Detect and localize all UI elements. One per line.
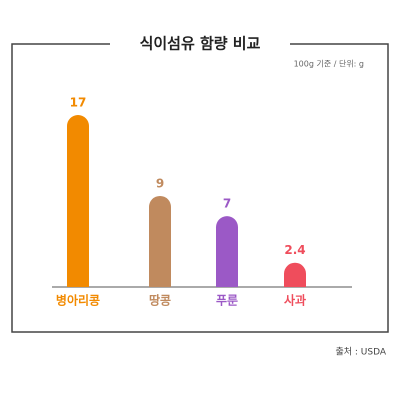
bar: [149, 195, 171, 287]
bar: [216, 216, 238, 287]
title-gap: [110, 34, 290, 54]
value-label: 2.4: [284, 243, 305, 257]
x-tick-label: 사과: [284, 293, 306, 308]
chart-title: 식이섬유 함량 비교: [140, 35, 261, 53]
x-tick-label: 푸룬: [216, 293, 238, 308]
x-tick-label: 병아리콩: [56, 293, 100, 308]
source: 출처 : USDA: [335, 346, 386, 358]
value-label: 9: [156, 176, 164, 190]
bar: [284, 262, 306, 287]
value-label: 7: [223, 197, 231, 211]
bar: [67, 115, 89, 287]
chart-subtitle: 100g 기준 / 단위: g: [294, 59, 364, 69]
x-tick-label: 땅콩: [149, 293, 171, 308]
value-label: 17: [70, 96, 87, 110]
